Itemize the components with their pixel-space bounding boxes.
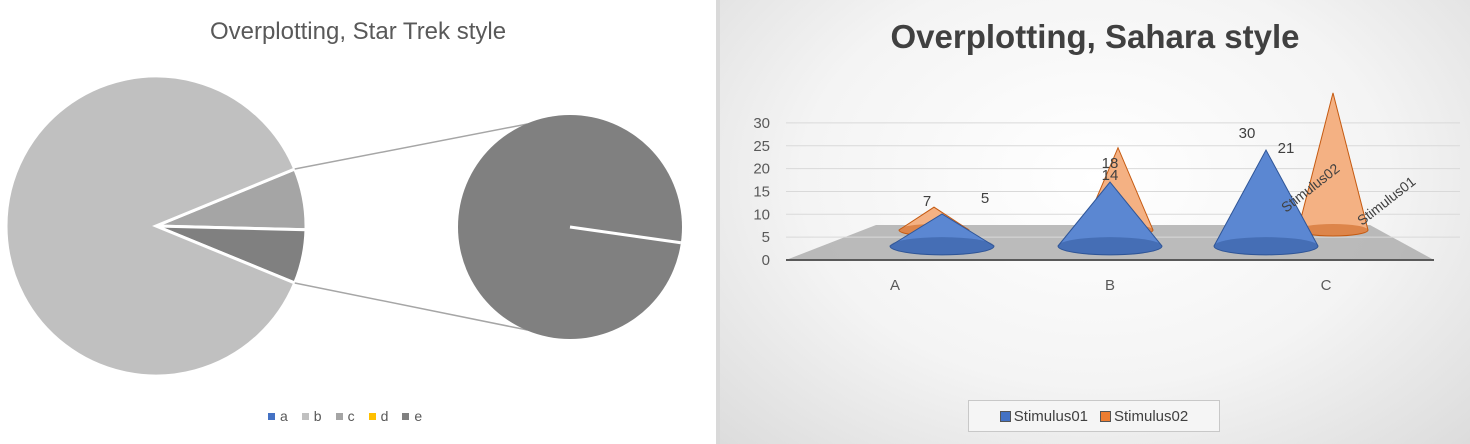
legend-label: c — [347, 408, 355, 424]
legend-swatch — [999, 410, 1011, 422]
y-tick-label: 25 — [753, 138, 770, 155]
legend-swatch — [301, 412, 309, 420]
legend-label: a — [280, 408, 288, 424]
cone-stimulus01-A-base — [890, 237, 994, 255]
legend-swatch — [1100, 410, 1111, 422]
legend-swatch — [268, 412, 275, 420]
connector-line-bottom — [294, 282, 528, 331]
legend-item-a: a — [268, 408, 288, 424]
y-tick-label: 10 — [753, 206, 770, 223]
cone-chart-panel: Overplotting, Sahara style 0 5 10 15 20 25 30 A… — [720, 0, 1470, 444]
connector-line-top — [294, 123, 528, 170]
pie-chart-plot — [4, 74, 682, 378]
cone-stimulus01-B-base — [1058, 237, 1162, 255]
legend-item-stimulus01: Stimulus01 — [999, 407, 1088, 425]
legend-label: Stimulus01 — [1013, 407, 1088, 425]
legend-label: d — [380, 408, 389, 424]
data-label: 21 — [1278, 140, 1295, 157]
legend-item-e: e — [402, 408, 422, 424]
panel-divider — [716, 0, 720, 444]
data-label: 14 — [1102, 167, 1119, 184]
y-tick-label: 20 — [753, 161, 770, 178]
legend-item-b: b — [301, 408, 322, 424]
legend-item-stimulus02: Stimulus02 — [1100, 408, 1188, 425]
x-tick-label: B — [1105, 277, 1115, 294]
legend-label: b — [313, 408, 322, 424]
data-label: 18 — [1102, 155, 1119, 172]
y-tick-label: 5 — [762, 229, 770, 246]
pie-slice-b — [4, 74, 297, 378]
legend-item-c: c — [335, 408, 355, 424]
data-label: 7 — [923, 193, 931, 210]
y-tick-label: 15 — [753, 183, 770, 200]
x-tick-label: A — [890, 277, 900, 294]
secondary-pie-separator — [569, 225, 682, 245]
y-tick-label: 30 — [753, 115, 770, 132]
legend-label: e — [414, 408, 423, 424]
x-tick-label: C — [1321, 277, 1332, 294]
pie-chart-panel: Overplotting, Star Trek style a b c d e — [0, 0, 716, 444]
depth-axis-label: Stimulus01 — [1354, 173, 1419, 228]
y-tick-label: 0 — [762, 252, 770, 269]
pie-chart-title: Overplotting, Star Trek style — [209, 18, 507, 45]
data-label: 30 — [1239, 125, 1256, 142]
pie-legend: a b c d e — [268, 408, 422, 424]
legend-swatch — [368, 412, 376, 420]
cone-legend: Stimulus01 Stimulus02 — [968, 400, 1220, 432]
legend-swatch — [402, 412, 410, 420]
cone-stimulus02-C-base — [1298, 224, 1368, 236]
legend-swatch — [335, 412, 343, 420]
legend-item-d: d — [368, 408, 389, 424]
cone-stimulus01-C-base — [1214, 237, 1318, 255]
cone-chart-title: Overplotting, Sahara style — [890, 18, 1300, 55]
data-label: 5 — [981, 190, 989, 207]
legend-label: Stimulus02 — [1114, 407, 1189, 425]
